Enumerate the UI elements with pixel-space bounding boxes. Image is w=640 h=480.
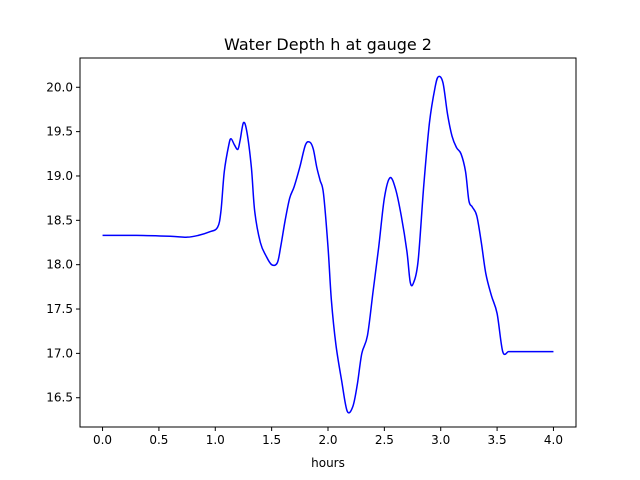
y-tick-label: 20.0	[46, 80, 73, 94]
series-line-0	[102, 75, 554, 414]
x-tick-label: 1.5	[262, 433, 281, 447]
data-layer	[102, 75, 554, 414]
x-tick-label: 3.5	[488, 433, 507, 447]
x-tick-label: 3.0	[431, 433, 450, 447]
y-tick-label: 17.0	[46, 346, 73, 360]
x-tick-label: 0.5	[149, 433, 168, 447]
y-tick-label: 17.5	[46, 302, 73, 316]
x-axis: 0.0 0.5 1.0 1.5 2.0 2.5 3.0 3.5 4.0	[93, 427, 563, 447]
x-tick-label: 0.0	[93, 433, 112, 447]
x-axis-label: hours	[311, 456, 345, 470]
x-tick-label: 2.0	[318, 433, 337, 447]
y-tick-label: 18.5	[46, 213, 73, 227]
y-tick-label: 19.5	[46, 125, 73, 139]
y-axis: 16.5 17.0 17.5 18.0 18.5 19.0 19.5 20.0	[46, 80, 80, 405]
y-tick-label: 19.0	[46, 169, 73, 183]
y-tick-label: 16.5	[46, 391, 73, 405]
y-tick-label: 18.0	[46, 258, 73, 272]
chart-title: Water Depth h at gauge 2	[224, 35, 432, 54]
x-tick-label: 1.0	[206, 433, 225, 447]
x-tick-label: 4.0	[544, 433, 563, 447]
x-tick-label: 2.5	[375, 433, 394, 447]
